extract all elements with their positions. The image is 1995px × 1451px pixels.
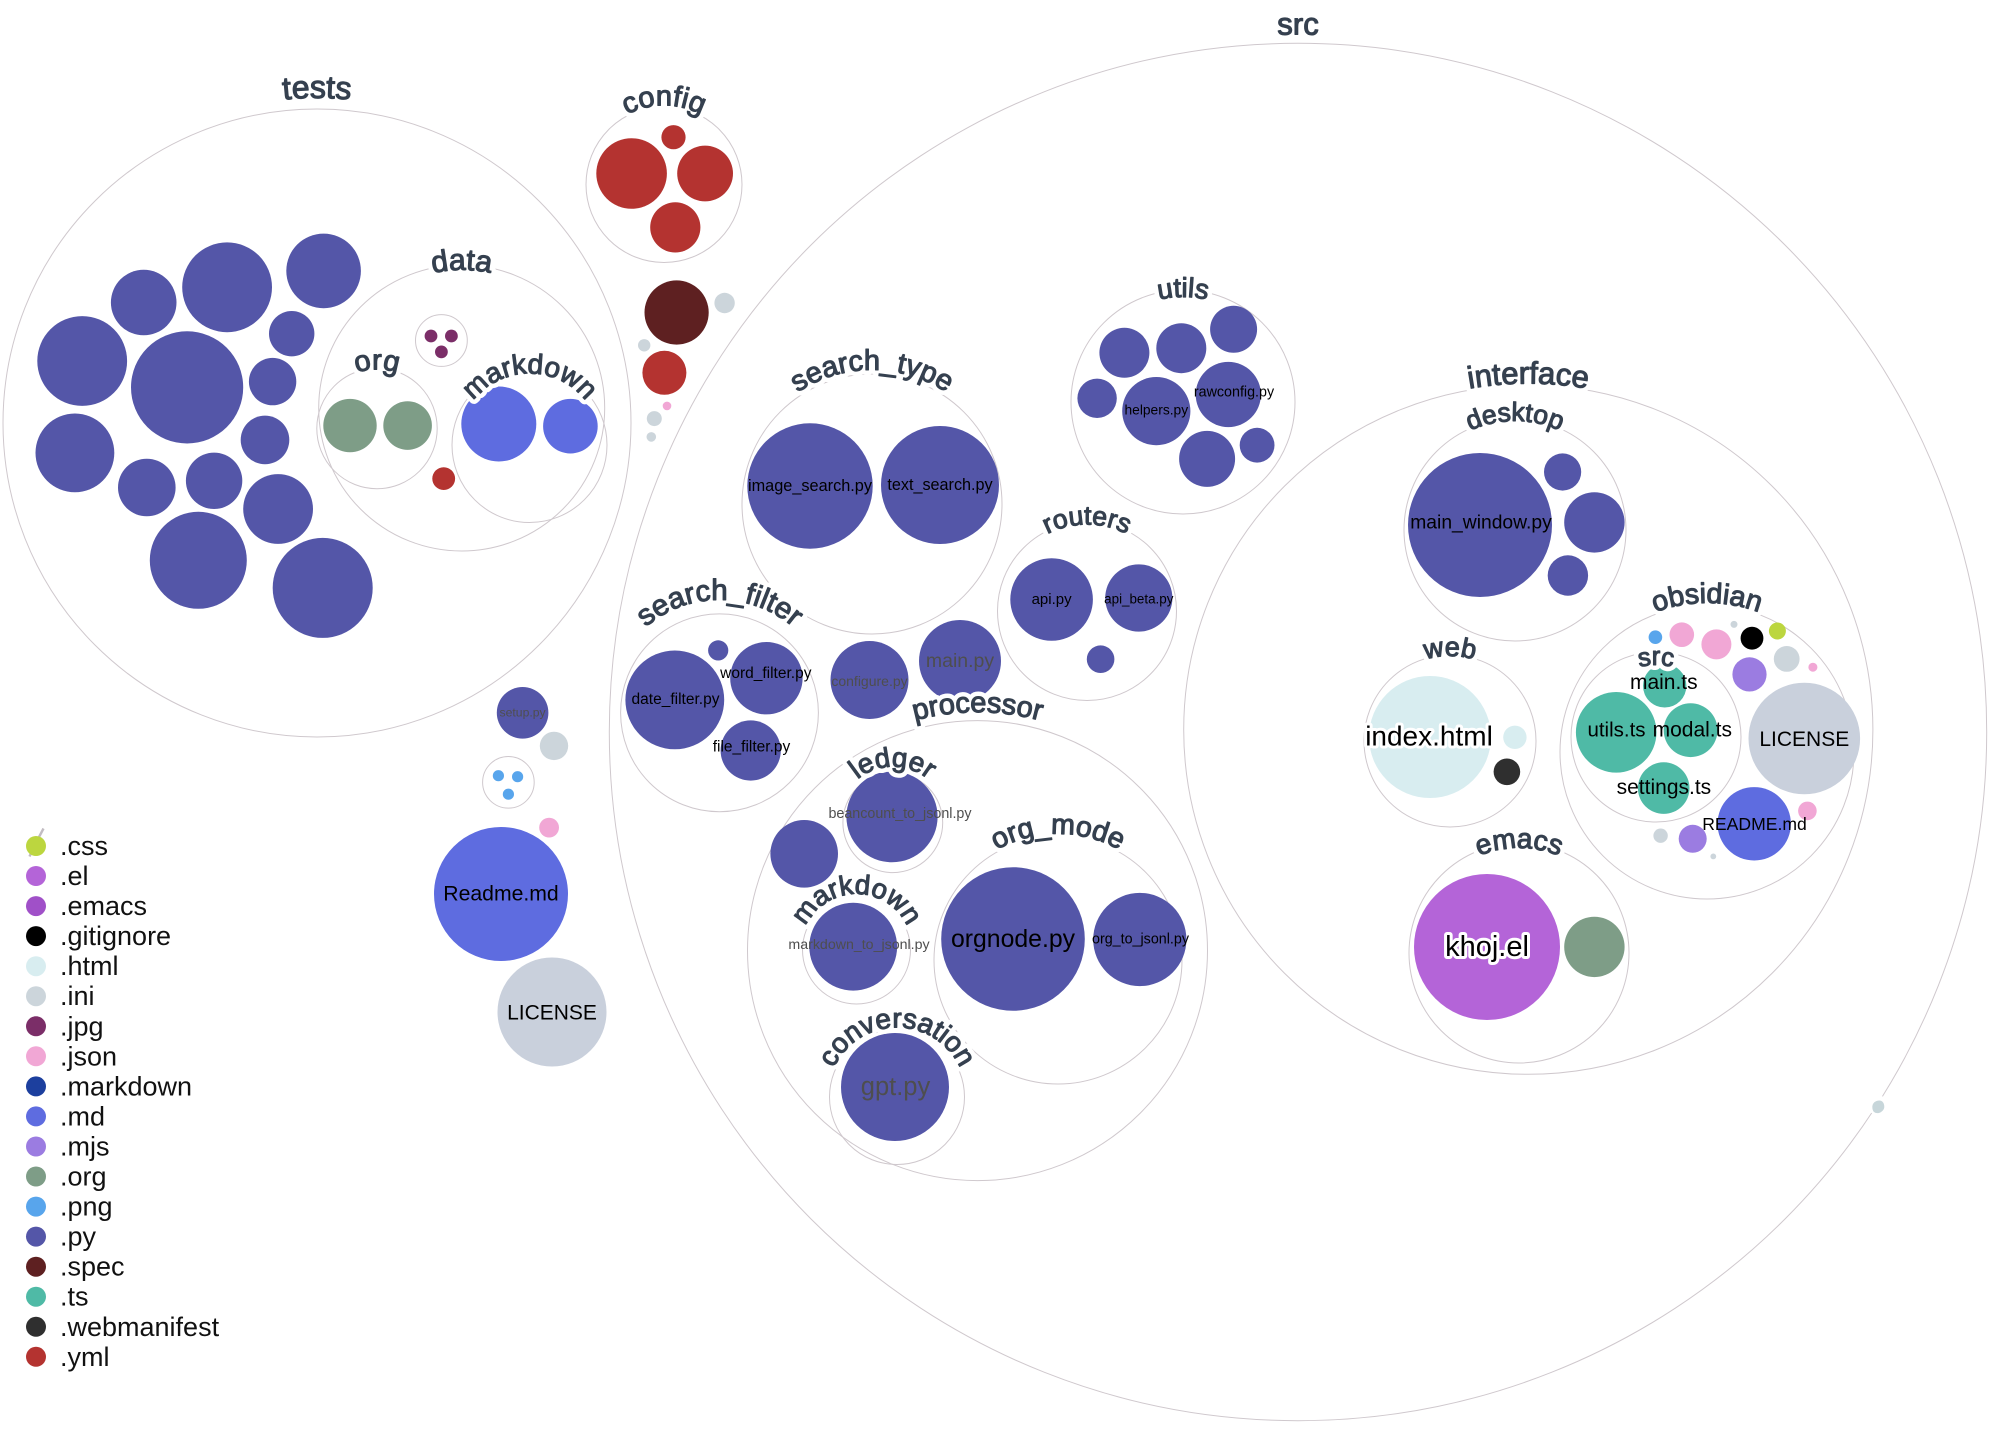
- svg-text:utils.ts: utils.ts: [1587, 719, 1645, 742]
- svg-text:.md: .md: [60, 1101, 105, 1131]
- svg-text:helpers.py: helpers.py: [1124, 403, 1188, 418]
- svg-text:.py: .py: [60, 1222, 97, 1252]
- svg-text:utils: utils: [1155, 272, 1212, 306]
- svg-text:web: web: [1420, 632, 1479, 665]
- svg-text:.css: .css: [60, 831, 108, 861]
- svg-text:word_filter.py: word_filter.py: [719, 665, 812, 682]
- svg-text:index.html: index.html: [1365, 721, 1493, 752]
- svg-text:src: src: [1277, 7, 1319, 42]
- svg-text:org_to_jsonl.py: org_to_jsonl.py: [1092, 932, 1190, 948]
- svg-text:.spec: .spec: [60, 1252, 125, 1282]
- svg-text:configure.py: configure.py: [831, 673, 907, 689]
- svg-text:.mjs: .mjs: [60, 1132, 110, 1162]
- svg-text:interface: interface: [1465, 356, 1592, 396]
- svg-text:.ts: .ts: [60, 1282, 89, 1312]
- svg-text:.html: .html: [60, 951, 119, 981]
- svg-text:data: data: [429, 244, 495, 280]
- svg-text:.png: .png: [60, 1192, 113, 1222]
- svg-text:beancount_to_jsonl.py: beancount_to_jsonl.py: [828, 806, 972, 822]
- svg-text:.org: .org: [60, 1162, 107, 1192]
- svg-text:src: src: [1636, 643, 1676, 673]
- svg-text:.webmanifest: .webmanifest: [60, 1312, 220, 1342]
- svg-text:main.py: main.py: [926, 650, 995, 672]
- svg-text:.gitignore: .gitignore: [60, 921, 171, 951]
- svg-text:.el: .el: [60, 861, 89, 891]
- svg-text:date_filter.py: date_filter.py: [632, 691, 720, 708]
- svg-text:khoj.el: khoj.el: [1445, 931, 1529, 963]
- svg-text:.json: .json: [60, 1041, 117, 1071]
- svg-text:settings.ts: settings.ts: [1617, 776, 1712, 799]
- svg-text:orgnode.py: orgnode.py: [951, 926, 1076, 953]
- svg-text:file_filter.py: file_filter.py: [713, 739, 791, 756]
- svg-text:data: data: [429, 244, 495, 280]
- svg-text:.yml: .yml: [60, 1342, 110, 1372]
- svg-text:modal.ts: modal.ts: [1653, 719, 1732, 742]
- svg-text:.emacs: .emacs: [60, 891, 147, 921]
- svg-text:utils: utils: [1155, 272, 1212, 306]
- svg-text:.markdown: .markdown: [60, 1071, 192, 1101]
- svg-text:README.md: README.md: [1702, 814, 1807, 834]
- svg-text:tests: tests: [281, 69, 353, 107]
- svg-text:.jpg: .jpg: [60, 1011, 104, 1041]
- svg-text:rawconfig.py: rawconfig.py: [1194, 385, 1275, 401]
- svg-text:LICENSE: LICENSE: [507, 1002, 597, 1025]
- svg-text:.ini: .ini: [60, 981, 95, 1011]
- svg-text:api_beta.py: api_beta.py: [1104, 592, 1174, 607]
- svg-text:markdown_to_jsonl.py: markdown_to_jsonl.py: [788, 937, 930, 953]
- svg-text:LICENSE: LICENSE: [1759, 728, 1849, 751]
- svg-text:image_search.py: image_search.py: [748, 477, 873, 495]
- svg-text:setup.py: setup.py: [500, 706, 547, 720]
- svg-text:main.ts: main.ts: [1630, 671, 1698, 694]
- svg-text:text_search.py: text_search.py: [887, 476, 993, 494]
- svg-text:tests: tests: [281, 69, 353, 107]
- svg-text:src: src: [1277, 7, 1319, 42]
- svg-text:gpt.py: gpt.py: [861, 1073, 931, 1101]
- svg-text:Readme.md: Readme.md: [443, 883, 558, 906]
- svg-text:org: org: [351, 344, 403, 379]
- svg-text:api.py: api.py: [1032, 591, 1073, 608]
- svg-text:main_window.py: main_window.py: [1410, 513, 1552, 534]
